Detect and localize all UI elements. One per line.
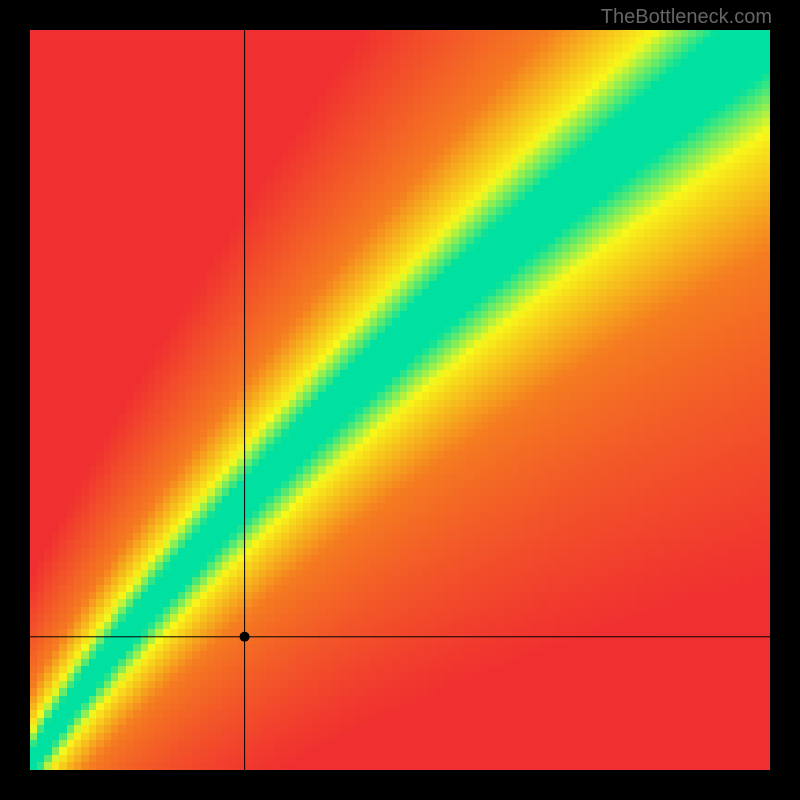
watermark-text: TheBottleneck.com — [601, 6, 772, 29]
heatmap-canvas — [30, 30, 770, 770]
bottleneck-heatmap — [30, 30, 770, 770]
